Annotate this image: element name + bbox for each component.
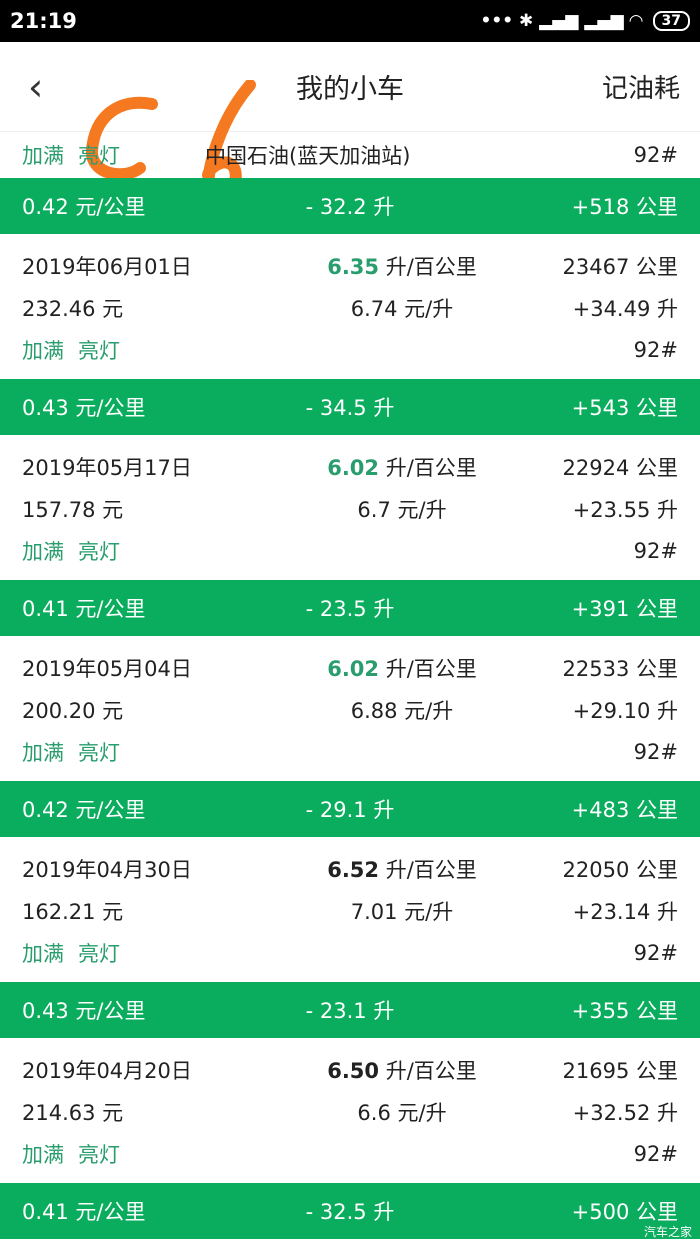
battery-icon: 37 [652,11,690,31]
watermark: 汽车之家 [643,1225,692,1239]
fuel-grade: 92# [633,338,678,362]
distance-driven: +518 公里 [571,195,678,219]
distance-driven: +483 公里 [571,798,678,822]
fuel-added: +29.10 升 [572,699,678,723]
tag-light: 亮灯 [78,540,120,564]
unit-price: 6.74 元/升 [350,297,454,321]
record-date: 2019年05月17日 [22,456,192,480]
tag-full: 加满 [22,1143,64,1167]
fuel-used: - 34.5 升 [305,396,395,420]
unit-price: 6.7 元/升 [357,498,447,522]
tag-light: 亮灯 [78,1143,120,1167]
record-date: 2019年06月01日 [22,255,192,279]
summary-band: 0.43 元/公里 - 34.5 升 +543 公里 [0,379,700,435]
tag-light: 亮灯 [78,741,120,765]
fuel-used: - 23.5 升 [305,597,395,621]
summary-band: 0.41 元/公里 - 32.5 升 +500 公里 [0,1183,700,1239]
back-button[interactable]: ‹ [28,64,44,109]
fuel-grade: 92# [633,539,678,563]
odometer: 22533 公里 [562,657,678,681]
consumption-unit: 升/百公里 [385,858,477,882]
amount: 162.21 元 [22,900,124,924]
record-row[interactable]: 2019年04月30日 6.52 升/百公里 22050 公里 162.21 元… [0,837,700,982]
distance-driven: +500 公里 [571,1200,678,1224]
tag-full: 加满 [22,339,64,363]
distance-driven: +543 公里 [571,396,678,420]
amount: 232.46 元 [22,297,124,321]
cost-per-km: 0.41 元/公里 [22,1200,146,1224]
record-date: 2019年05月04日 [22,657,192,681]
consumption-unit: 升/百公里 [385,1059,477,1083]
tag-light: 亮灯 [78,339,120,363]
consumption-unit: 升/百公里 [385,456,477,480]
fuel-used: - 32.5 升 [305,1200,395,1224]
consumption-value: 6.02 [327,456,380,480]
cost-per-km: 0.41 元/公里 [22,597,146,621]
amount: 157.78 元 [22,498,124,522]
record-row[interactable]: 2019年04月20日 6.50 升/百公里 21695 公里 214.63 元… [0,1038,700,1183]
fuel-grade: 92# [633,941,678,965]
tag-full: 加满 [22,942,64,966]
fuel-record-list: 0.42 元/公里 - 32.2 升 +518 公里 2019年06月01日 6… [0,178,700,1239]
cost-per-km: 0.43 元/公里 [22,999,146,1023]
distance-driven: +391 公里 [571,597,678,621]
odometer: 21695 公里 [562,1059,678,1083]
record-row-partial[interactable]: 加满 亮灯 中国石油(蓝天加油站) 92# [0,132,700,178]
tag-full: 加满 [22,540,64,564]
amount: 214.63 元 [22,1101,124,1125]
consumption-value: 6.52 [327,858,380,882]
record-row[interactable]: 2019年06月01日 6.35 升/百公里 23467 公里 232.46 元… [0,234,700,379]
fuel-grade: 92# [633,143,678,167]
odometer: 23467 公里 [562,255,678,279]
cost-per-km: 0.43 元/公里 [22,396,146,420]
summary-band: 0.41 元/公里 - 23.5 升 +391 公里 [0,580,700,636]
app-header: ‹ 我的小车 记油耗 [0,42,700,210]
summary-band: 0.42 元/公里 - 29.1 升 +483 公里 [0,781,700,837]
fuel-added: +34.49 升 [572,297,678,321]
odometer: 22924 公里 [562,456,678,480]
record-fuel-button[interactable]: 记油耗 [601,74,680,104]
fuel-used: - 32.2 升 [305,195,395,219]
fuel-used: - 23.1 升 [305,999,395,1023]
summary-band: 0.43 元/公里 - 23.1 升 +355 公里 [0,982,700,1038]
record-date: 2019年04月20日 [22,1059,192,1083]
unit-price: 6.6 元/升 [357,1101,447,1125]
fuel-added: +23.55 升 [572,498,678,522]
record-row[interactable]: 2019年05月04日 6.02 升/百公里 22533 公里 200.20 元… [0,636,700,781]
page-title: 我的小车 [296,74,404,105]
cost-per-km: 0.42 元/公里 [22,798,146,822]
status-bar: 21:19 ••• ✱ ▂▄▆ ▂▄▆ ◠ 37 [0,0,700,42]
signal-icons: ••• ✱ ▂▄▆ ▂▄▆ ◠ [480,11,643,31]
unit-price: 6.88 元/升 [350,699,454,723]
consumption-unit: 升/百公里 [385,255,477,279]
amount: 200.20 元 [22,699,124,723]
tag-full: 加满 [22,741,64,765]
consumption-value: 6.50 [327,1059,380,1083]
record-row[interactable]: 2019年05月17日 6.02 升/百公里 22924 公里 157.78 元… [0,435,700,580]
fuel-grade: 92# [633,740,678,764]
gas-station: 中国石油(蓝天加油站) [205,144,411,168]
tag-full: 加满 [22,144,64,168]
fuel-added: +23.14 升 [572,900,678,924]
odometer: 22050 公里 [562,858,678,882]
distance-driven: +355 公里 [571,999,678,1023]
fuel-used: - 29.1 升 [305,798,395,822]
status-time: 21:19 [10,9,77,33]
consumption-value: 6.02 [327,657,380,681]
unit-price: 7.01 元/升 [350,900,454,924]
summary-band: 0.42 元/公里 - 32.2 升 +518 公里 [0,178,700,234]
consumption-value: 6.35 [327,255,380,279]
cost-per-km: 0.42 元/公里 [22,195,146,219]
fuel-added: +32.52 升 [572,1101,678,1125]
consumption-unit: 升/百公里 [385,657,477,681]
tag-light: 亮灯 [78,144,120,168]
tag-light: 亮灯 [78,942,120,966]
record-date: 2019年04月30日 [22,858,192,882]
fuel-grade: 92# [633,1142,678,1166]
